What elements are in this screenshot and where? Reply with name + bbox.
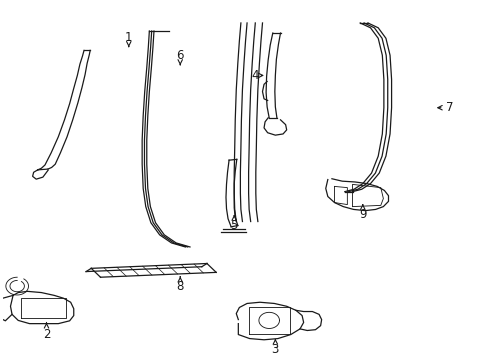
Text: 3: 3 <box>271 340 279 356</box>
Text: 9: 9 <box>358 205 366 221</box>
Text: 1: 1 <box>125 31 132 46</box>
Text: 8: 8 <box>176 277 183 293</box>
Text: 7: 7 <box>437 101 453 114</box>
Text: 5: 5 <box>230 216 238 232</box>
Text: 2: 2 <box>42 323 50 341</box>
Text: 6: 6 <box>176 49 183 65</box>
Text: 4: 4 <box>250 69 262 82</box>
